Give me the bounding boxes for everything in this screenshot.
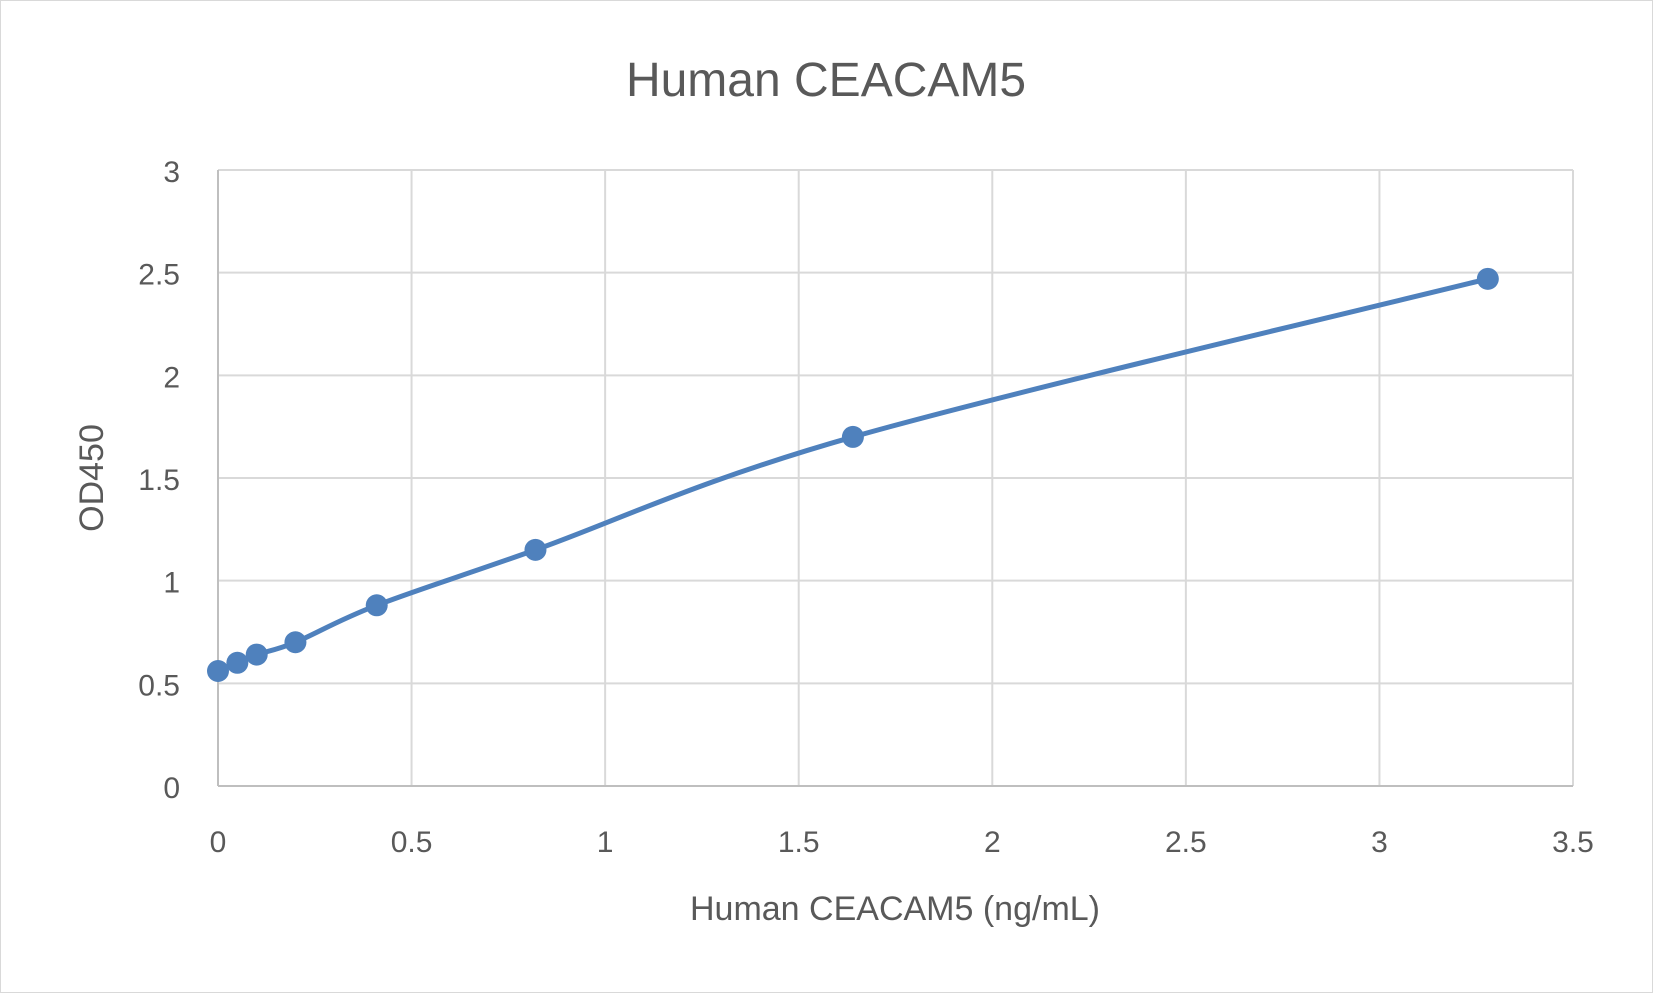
gridlines	[217, 169, 1574, 787]
y-tick-label: 1	[163, 567, 180, 600]
x-tick-label: 1	[597, 826, 614, 859]
x-tick-label: 2	[984, 826, 1001, 859]
y-tick-label: 1.5	[138, 464, 180, 497]
data-point	[524, 538, 547, 561]
data-points	[207, 267, 1499, 683]
x-tick-label: 0	[210, 826, 227, 859]
data-point	[226, 651, 249, 674]
x-tick-label: 3.5	[1552, 826, 1594, 859]
y-tick-label: 0	[163, 772, 180, 805]
y-axis-label: OD450	[73, 424, 111, 532]
x-tick-label: 1.5	[778, 826, 820, 859]
y-axis-ticks: 0 0.5 1 1.5 2 2.5 3	[138, 156, 180, 805]
y-tick-label: 0.5	[138, 669, 180, 702]
y-tick-label: 2	[163, 361, 180, 394]
y-tick-label: 3	[163, 156, 180, 189]
chart-title: Human CEACAM5	[626, 54, 1026, 107]
y-tick-label: 2.5	[138, 259, 180, 292]
x-axis-ticks: 0 0.5 1 1.5 2 2.5 3 3.5	[210, 826, 1594, 859]
x-tick-label: 2.5	[1165, 826, 1207, 859]
x-tick-label: 0.5	[391, 826, 433, 859]
x-axis-label: Human CEACAM5 (ng/mL)	[690, 890, 1100, 928]
data-point	[207, 660, 229, 683]
x-tick-label: 3	[1371, 826, 1388, 859]
data-point	[284, 631, 307, 654]
data-point	[365, 594, 388, 617]
data-point	[245, 643, 268, 666]
data-point	[1476, 267, 1499, 290]
data-point	[841, 425, 864, 448]
data-line	[217, 276, 1489, 674]
